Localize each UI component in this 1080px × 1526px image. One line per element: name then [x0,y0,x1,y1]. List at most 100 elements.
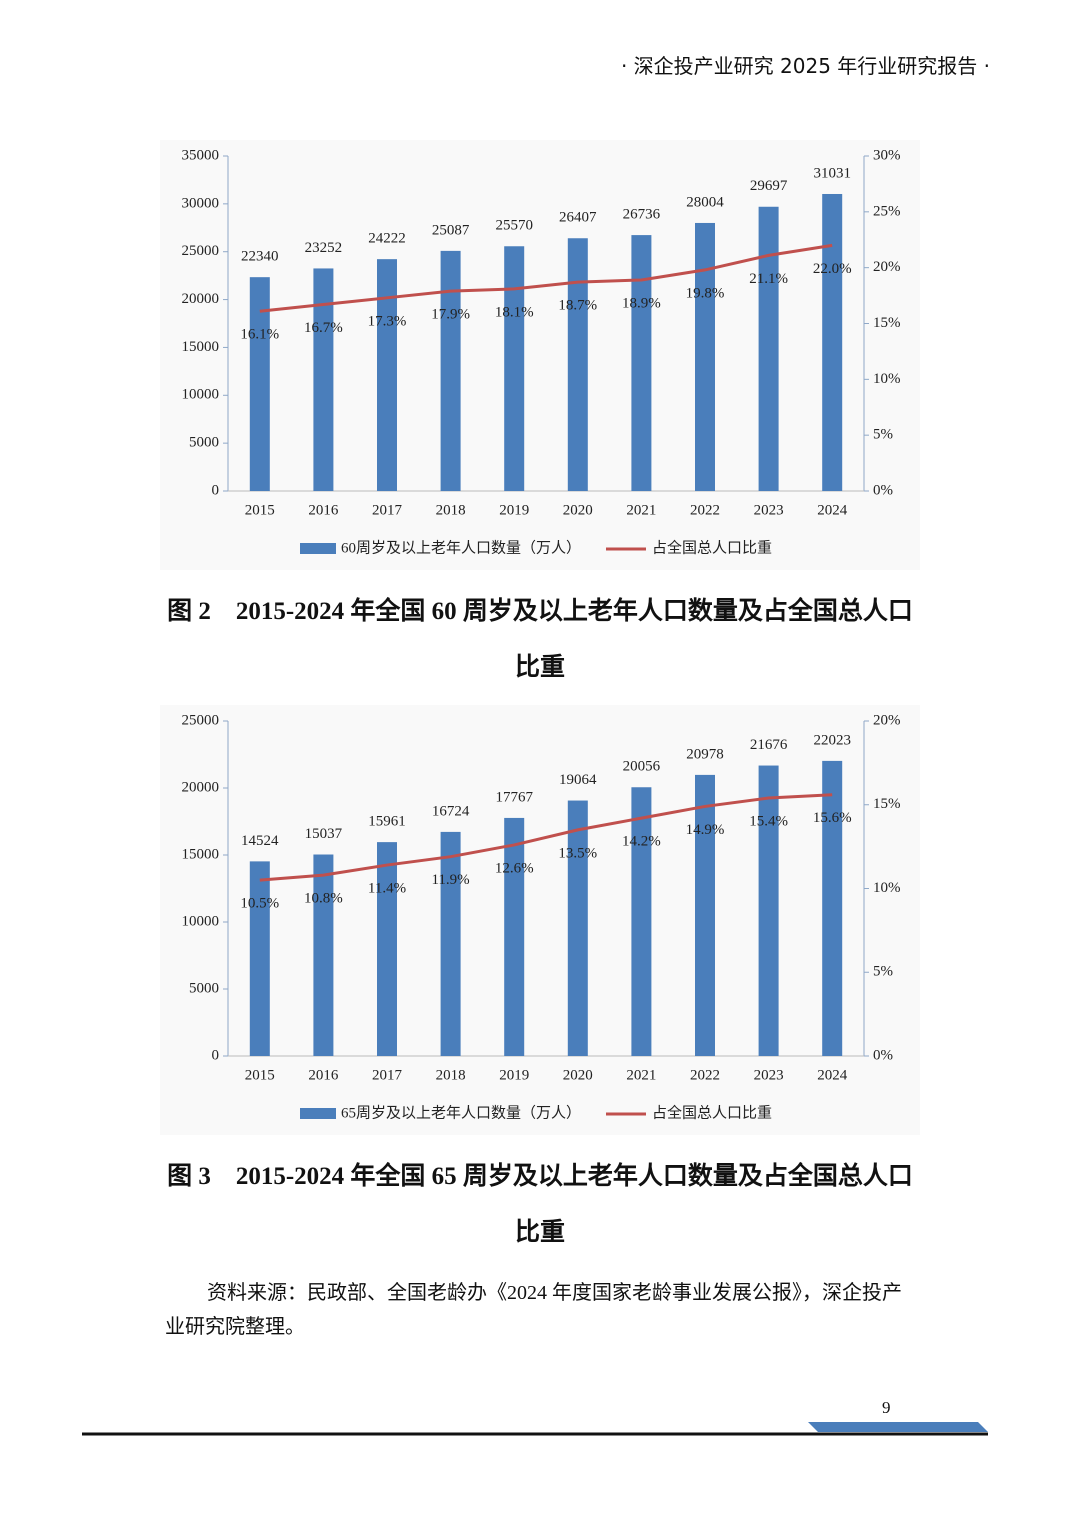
y2-tick-label: 5% [873,964,893,980]
bar-label: 31031 [813,165,851,181]
bar-label: 20978 [686,746,724,762]
y-tick-label: 10000 [182,913,220,929]
x-tick-label: 2021 [626,1067,656,1083]
bar-label: 20056 [623,759,661,775]
bar [377,259,397,491]
line-label: 14.2% [622,834,661,850]
y-tick-label: 20000 [182,779,220,795]
x-tick-label: 2018 [436,502,466,518]
x-tick-label: 2022 [690,1067,720,1083]
bar-label: 26736 [623,207,661,223]
y-tick-label: 10000 [182,387,220,403]
legend-swatch [300,543,336,554]
bar [822,760,843,1056]
y2-tick-label: 20% [873,712,901,728]
bar-label: 25087 [432,222,470,238]
y2-tick-label: 10% [873,371,901,387]
bar [631,235,652,491]
bar-label: 24222 [368,231,406,247]
y2-tick-label: 0% [873,1047,893,1063]
bar [758,206,779,491]
line [259,793,833,882]
bar-label: 22023 [813,732,851,748]
bar [249,861,270,1056]
line-label: 18.1% [495,304,534,320]
x-tick-label: 2023 [754,1067,784,1083]
line-label: 17.3% [368,313,407,329]
bar-label: 14524 [241,833,279,849]
bar [504,817,525,1056]
y2-tick-label: 20% [873,259,901,275]
x-tick-label: 2015 [245,502,275,518]
chart: 0 5000 10000 15000 20000 25000 0% 5% 10% 15% 20% 20… [160,705,920,1135]
bar-label: 17767 [495,789,533,805]
y2-tick-label: 15% [873,315,901,331]
y-tick-label: 20000 [182,291,220,307]
x-tick-label: 2016 [308,502,339,518]
x-tick-label: 2016 [308,1067,339,1083]
y-tick-label: 30000 [182,195,220,211]
x-tick-label: 2023 [754,502,784,518]
bar [695,222,715,491]
bar-label: 15961 [368,814,406,830]
bar-label: 28004 [686,194,724,210]
x-tick-label: 2018 [436,1067,466,1083]
bar [504,246,525,491]
x-tick-label: 2024 [817,1067,848,1083]
y2-tick-label: 5% [873,427,893,443]
y2-tick-label: 25% [873,203,901,219]
y2-tick-label: 0% [873,482,893,498]
y-tick-label: 35000 [182,147,220,163]
x-tick-label: 2020 [563,502,593,518]
line-label: 11.9% [431,872,469,888]
legend-label: 占全国总人口比重 [652,1103,772,1121]
line-label: 12.6% [495,860,534,876]
bar-label: 25570 [495,218,533,234]
figure-caption: 图 3 2015-2024 年全国 65 周岁及以上老年人口数量及占全国总人口比… [167,1163,913,1246]
x-tick-label: 2017 [372,1067,403,1083]
line-label: 10.5% [240,896,279,912]
bar [313,268,334,491]
bar [567,238,588,491]
y-tick-label: 15000 [182,339,220,355]
line-label: 17.9% [431,307,470,323]
line-label: 16.7% [304,320,343,336]
bar [249,277,270,491]
x-tick-label: 2019 [499,1067,529,1083]
bar-label: 26407 [559,210,597,226]
legend-label: 占全国总人口比重 [652,538,772,556]
bar [377,842,397,1056]
bar [440,250,461,491]
page-number: 9 [882,1398,891,1417]
x-tick-label: 2024 [817,502,848,518]
bar [758,765,779,1056]
line [259,243,833,313]
line-label: 10.8% [304,891,343,907]
line-label: 18.9% [622,295,661,311]
figure-caption: 图 2 2015-2024 年全国 60 周岁及以上老年人口数量及占全国总人口比… [167,598,913,681]
line-label: 19.8% [686,285,725,301]
chart: 0 5000 10000 15000 20000 25000 30000 35000 0% 5% 1… [160,140,920,570]
bar-label: 23252 [305,240,343,256]
x-tick-label: 2020 [563,1067,593,1083]
line-label: 11.4% [368,880,406,896]
legend-swatch [300,1108,336,1119]
y2-tick-label: 15% [873,796,901,812]
y2-tick-label: 10% [873,880,901,896]
x-tick-label: 2017 [372,502,403,518]
x-tick-label: 2015 [245,1067,275,1083]
bar-label: 15037 [305,826,343,842]
line-label: 16.1% [240,327,279,343]
line-label: 21.1% [749,271,788,287]
bar [695,774,715,1056]
y-tick-label: 0 [212,1047,220,1063]
line-label: 15.4% [749,813,788,829]
bar [567,800,588,1056]
legend-label: 60周岁及以上老年人口数量（万人） [341,539,581,556]
bar [631,787,652,1056]
bar [313,854,334,1056]
bar-label: 29697 [750,178,788,194]
page-header: · 深企投产业研究 2025 年行业研究报告 · [620,54,990,78]
y-tick-label: 0 [212,482,220,498]
